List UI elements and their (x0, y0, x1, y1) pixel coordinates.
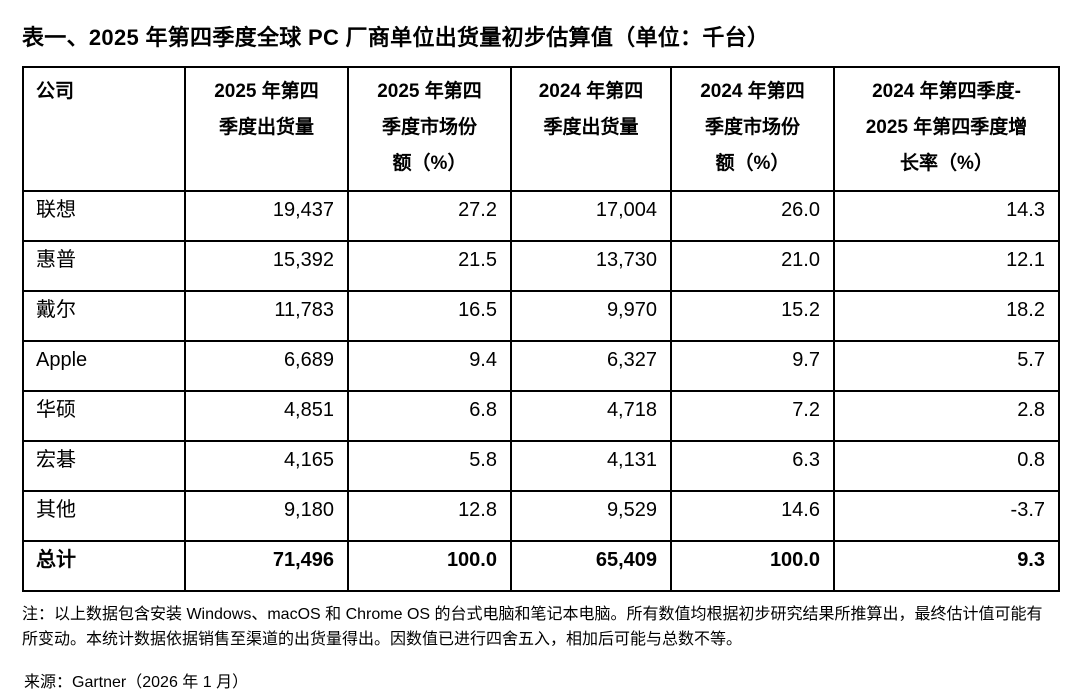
q4-2024-shipments-cell: 9,529 (510, 490, 672, 542)
col-header-q4-2025-shipments: 2025 年第四 季度出货量 (184, 66, 349, 192)
q4-2025-share-cell: 27.2 (347, 190, 512, 242)
q4-2024-shipments-cell: 17,004 (510, 190, 672, 242)
q4-2025-shipments-cell: 4,851 (184, 390, 349, 442)
growth-rate-cell: 5.7 (833, 340, 1060, 392)
growth-rate-cell: 2.8 (833, 390, 1060, 442)
q4-2024-share-cell: 14.6 (670, 490, 835, 542)
q4-2025-shipments-cell: 4,165 (184, 440, 349, 492)
q4-2025-share-cell: 100.0 (347, 540, 512, 592)
q4-2025-shipments-cell: 71,496 (184, 540, 349, 592)
source-line: 来源：Gartner（2026 年 1 月） (24, 674, 249, 691)
table-title: 表一、2025 年第四季度全球 PC 厂商单位出货量初步估算值（单位：千台） (22, 25, 770, 50)
q4-2024-share-cell: 21.0 (670, 240, 835, 292)
col-header-growth-rate: 2024 年第四季度- 2025 年第四季度增 长率（%） (833, 66, 1060, 192)
growth-rate-cell: 9.3 (833, 540, 1060, 592)
company-cell: 其他 (22, 490, 186, 542)
table-row-asus: 华硕 4,851 6.8 4,718 7.2 2.8 (22, 390, 1060, 442)
table-row-acer: 宏碁 4,165 5.8 4,131 6.3 0.8 (22, 440, 1060, 492)
q4-2024-shipments-cell: 65,409 (510, 540, 672, 592)
col-header-q4-2025-share: 2025 年第四 季度市场份 额（%） (347, 66, 512, 192)
q4-2024-share-cell: 9.7 (670, 340, 835, 392)
q4-2024-shipments-cell: 4,131 (510, 440, 672, 492)
growth-rate-cell: 14.3 (833, 190, 1060, 242)
table-row-hp: 惠普 15,392 21.5 13,730 21.0 12.1 (22, 240, 1060, 292)
table-row-lenovo: 联想 19,437 27.2 17,004 26.0 14.3 (22, 190, 1060, 242)
header-row: 公司 2025 年第四 季度出货量 2025 年第四 季度市场份 额（%） 20… (22, 66, 1060, 192)
q4-2025-share-cell: 12.8 (347, 490, 512, 542)
company-cell: Apple (22, 340, 186, 392)
company-cell: 华硕 (22, 390, 186, 442)
q4-2025-share-cell: 21.5 (347, 240, 512, 292)
q4-2024-share-cell: 15.2 (670, 290, 835, 342)
col-header-q4-2024-shipments: 2024 年第四 季度出货量 (510, 66, 672, 192)
company-cell: 戴尔 (22, 290, 186, 342)
company-cell: 联想 (22, 190, 186, 242)
q4-2025-share-cell: 9.4 (347, 340, 512, 392)
company-cell: 惠普 (22, 240, 186, 292)
q4-2025-shipments-cell: 15,392 (184, 240, 349, 292)
q4-2024-share-cell: 6.3 (670, 440, 835, 492)
q4-2024-shipments-cell: 4,718 (510, 390, 672, 442)
col-header-company: 公司 (22, 66, 186, 192)
q4-2024-shipments-cell: 6,327 (510, 340, 672, 392)
table-row-total: 总计 71,496 100.0 65,409 100.0 9.3 (22, 540, 1060, 592)
q4-2024-share-cell: 7.2 (670, 390, 835, 442)
footnote: 注：以上数据包含安装 Windows、macOS 和 Chrome OS 的台式… (22, 606, 1043, 648)
q4-2024-share-cell: 100.0 (670, 540, 835, 592)
table-row-dell: 戴尔 11,783 16.5 9,970 15.2 18.2 (22, 290, 1060, 342)
growth-rate-cell: 0.8 (833, 440, 1060, 492)
growth-rate-cell: -3.7 (833, 490, 1060, 542)
company-cell: 总计 (22, 540, 186, 592)
table-row-apple: Apple 6,689 9.4 6,327 9.7 5.7 (22, 340, 1060, 392)
q4-2024-shipments-cell: 9,970 (510, 290, 672, 342)
growth-rate-cell: 18.2 (833, 290, 1060, 342)
q4-2025-share-cell: 6.8 (347, 390, 512, 442)
pc-shipments-table: 公司 2025 年第四 季度出货量 2025 年第四 季度市场份 额（%） 20… (22, 66, 1060, 592)
growth-rate-cell: 12.1 (833, 240, 1060, 292)
col-header-q4-2024-share: 2024 年第四 季度市场份 额（%） (670, 66, 835, 192)
q4-2024-shipments-cell: 13,730 (510, 240, 672, 292)
q4-2025-shipments-cell: 19,437 (184, 190, 349, 242)
table-row-others: 其他 9,180 12.8 9,529 14.6 -3.7 (22, 490, 1060, 542)
company-cell: 宏碁 (22, 440, 186, 492)
q4-2025-share-cell: 16.5 (347, 290, 512, 342)
q4-2025-shipments-cell: 11,783 (184, 290, 349, 342)
q4-2025-share-cell: 5.8 (347, 440, 512, 492)
q4-2025-shipments-cell: 6,689 (184, 340, 349, 392)
q4-2024-share-cell: 26.0 (670, 190, 835, 242)
q4-2025-shipments-cell: 9,180 (184, 490, 349, 542)
